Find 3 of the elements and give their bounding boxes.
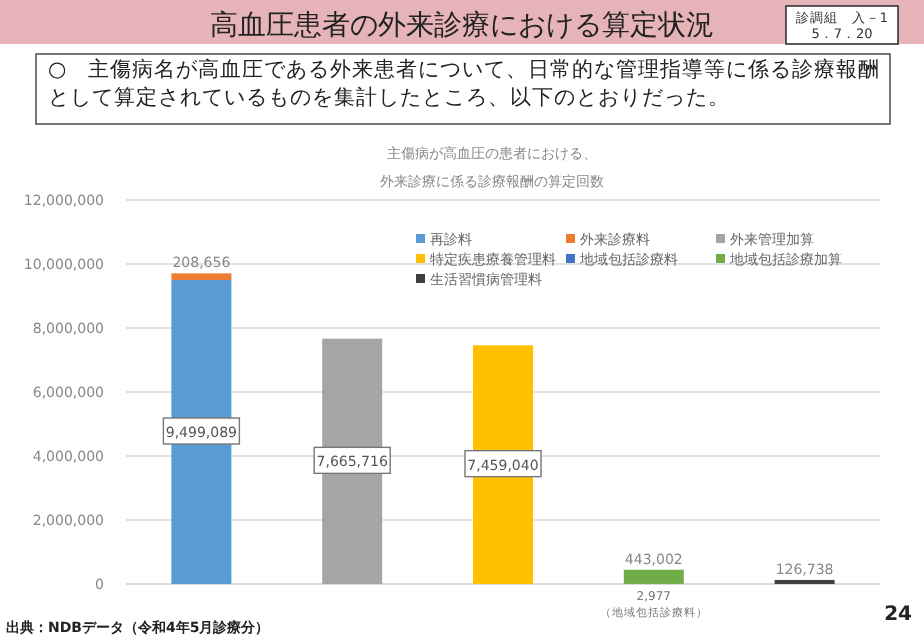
chart-subtitle: ○ 主傷病名が高血圧である外来患者について、日常的な管理指導等に係る診療報酬として算定されているものを集計したところ、以下のとおりだった。 xyxy=(46,56,883,112)
text: 24 xyxy=(884,604,913,626)
chart-title: 高血圧患者の外来診療における算定状況 xyxy=(210,10,714,42)
